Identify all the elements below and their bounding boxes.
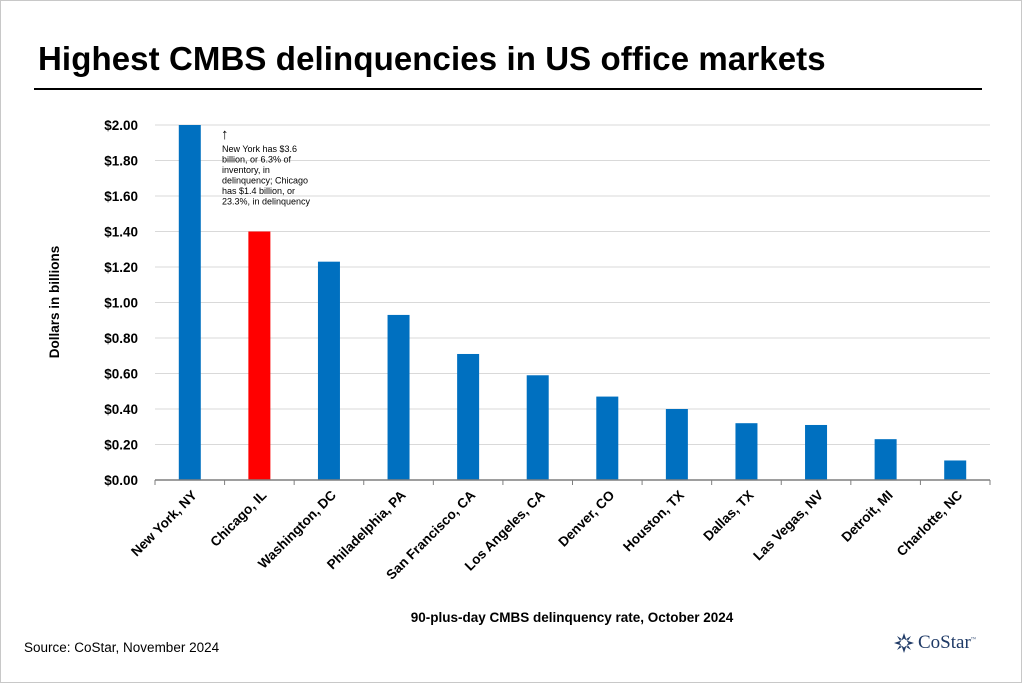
annotation-line: inventory, in bbox=[222, 165, 270, 175]
source-note: Source: CoStar, November 2024 bbox=[24, 640, 220, 655]
x-tick-label: Houston, TX bbox=[620, 488, 687, 555]
x-tick-label: Detroit, MI bbox=[838, 488, 895, 545]
bar bbox=[735, 423, 758, 480]
y-tick-label: $0.00 bbox=[104, 473, 138, 488]
y-tick-label: $1.00 bbox=[104, 296, 138, 311]
annotation-line: New York has $3.6 bbox=[222, 144, 297, 154]
annotation-line: billion, or 6.3% of bbox=[222, 155, 292, 165]
x-tick-label: Chicago, IL bbox=[207, 488, 269, 550]
y-tick-label: $2.00 bbox=[104, 118, 138, 133]
bar bbox=[805, 424, 828, 480]
bar bbox=[596, 396, 619, 480]
bar bbox=[248, 231, 271, 480]
annotation-line: delinquency; Chicago bbox=[222, 176, 308, 186]
costar-star-icon bbox=[894, 633, 914, 653]
y-axis-label: Dollars in billions bbox=[47, 246, 62, 359]
chart-title: Highest CMBS delinquencies in US office … bbox=[38, 40, 826, 77]
y-tick-label: $1.20 bbox=[104, 260, 138, 275]
bar bbox=[526, 375, 549, 480]
y-tick-label: $0.60 bbox=[104, 367, 138, 382]
annotation-line: has $1.4 billion, or bbox=[222, 186, 295, 196]
y-tick-label: $1.60 bbox=[104, 189, 138, 204]
bar bbox=[457, 353, 480, 480]
bar bbox=[178, 125, 201, 480]
bar bbox=[387, 314, 410, 480]
annotation-line: 23.3%, in delinquency bbox=[222, 197, 311, 207]
bar bbox=[665, 409, 688, 480]
y-tick-label: $1.80 bbox=[104, 154, 138, 169]
bar bbox=[317, 261, 340, 480]
x-tick-label: Dallas, TX bbox=[700, 488, 756, 544]
y-tick-label: $0.20 bbox=[104, 438, 138, 453]
y-tick-label: $1.40 bbox=[104, 225, 138, 240]
bar bbox=[874, 439, 897, 480]
bar bbox=[944, 460, 967, 480]
costar-logo: CoStar™ bbox=[893, 632, 976, 654]
x-tick-label: Denver, CO bbox=[555, 488, 617, 550]
y-tick-label: $0.80 bbox=[104, 331, 138, 346]
annotation-arrow: ↑ bbox=[221, 126, 229, 143]
x-tick-label: New York, NY bbox=[128, 488, 200, 560]
x-tick-label: Charlotte, NC bbox=[894, 487, 966, 559]
y-tick-label: $0.40 bbox=[104, 402, 138, 417]
logo-text: CoStar™ bbox=[918, 632, 976, 653]
x-axis-label: 90-plus-day CMBS delinquency rate, Octob… bbox=[411, 610, 734, 625]
title-divider bbox=[34, 88, 982, 90]
x-tick-label: Las Vegas, NV bbox=[750, 488, 826, 564]
